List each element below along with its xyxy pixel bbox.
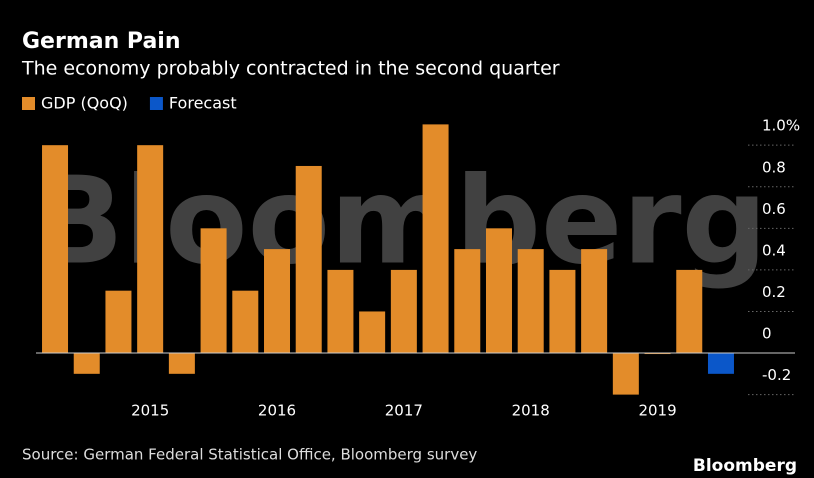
y-tick-label: 0.8 [762,158,786,176]
y-tick-label: 0.2 [762,283,786,301]
bar [612,353,639,395]
legend-label: GDP (QoQ) [41,94,128,113]
y-tick-label: 0.4 [762,241,786,259]
x-tick-label: 2019 [638,402,676,420]
bar [105,290,132,354]
y-tick-label: 0 [762,325,772,343]
x-tick-label: 2015 [131,402,169,420]
chart-subtitle: The economy probably contracted in the s… [21,58,560,80]
x-tick-label: 2018 [512,402,550,420]
bar [454,249,481,354]
bar [517,249,544,354]
bar [200,228,227,354]
y-tick-label: 0.6 [762,200,786,218]
y-tick-label: 1.0% [762,117,800,135]
bar [137,145,164,354]
bar [676,269,703,354]
x-tick-label: 2017 [385,402,423,420]
brand-logo: Bloomberg [693,456,797,476]
source: Source: German Federal Statistical Offic… [22,446,477,464]
x-tick-label: 2016 [258,402,296,420]
bar [42,145,69,354]
y-tick-label: -0.2 [762,366,791,384]
bar [581,249,608,354]
bar [73,353,100,374]
bar [422,124,449,354]
bar [359,311,386,354]
legend-swatch [149,97,163,110]
legend-label: Forecast [169,94,237,113]
bar [168,353,195,374]
bar [327,269,354,354]
chart-title: German Pain [22,29,181,54]
bar [549,269,576,354]
bar [485,228,512,354]
legend-swatch [22,97,35,110]
bar [707,353,734,374]
bar [264,249,291,354]
bar [232,290,259,354]
bar [295,165,322,354]
bar [390,269,417,354]
